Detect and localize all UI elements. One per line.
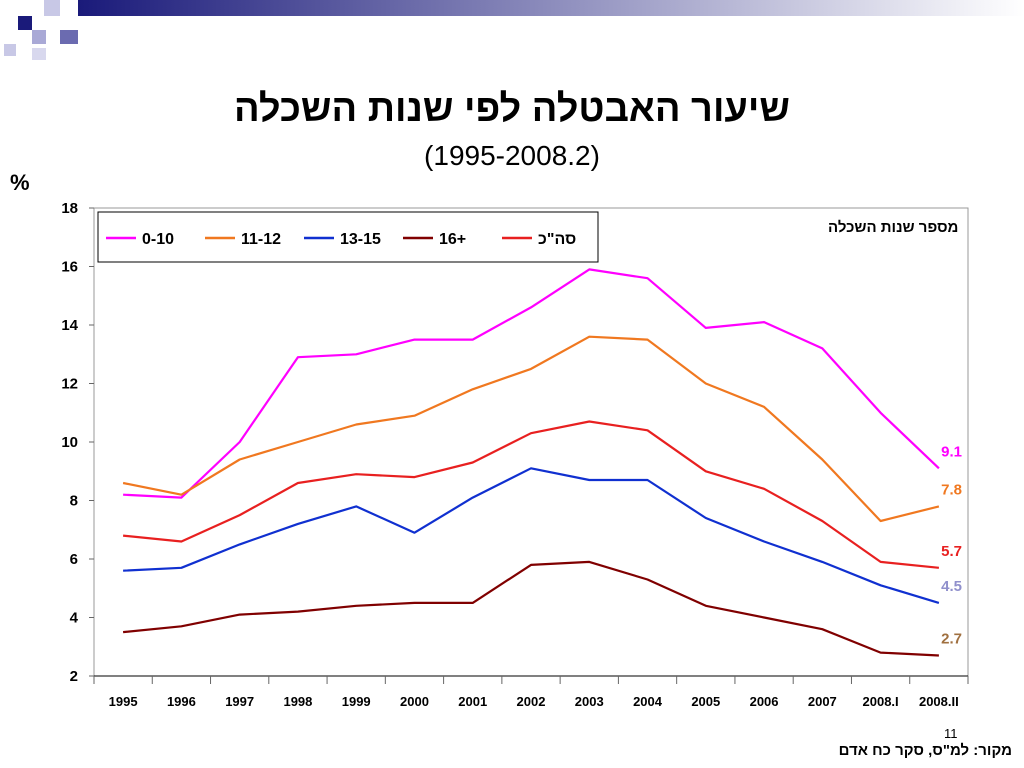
legend-label: 11-12 (241, 231, 281, 248)
y-tick-label: 4 (70, 610, 79, 627)
x-tick-label: 2008.I (863, 694, 899, 709)
y-tick-label: 2 (70, 668, 78, 685)
x-tick-label: 2001 (458, 694, 487, 709)
top-gradient-bar (78, 0, 1024, 16)
legend-label: 13-15 (340, 231, 381, 248)
decor-square-mid (60, 30, 78, 44)
series-line (123, 467, 940, 604)
y-tick-label: 8 (70, 493, 78, 510)
y-tick-label: 6 (70, 551, 78, 568)
page-number: 11 (944, 726, 958, 741)
legend-label: 16+ (439, 231, 466, 248)
series-end-label: 9.1 (941, 443, 962, 460)
y-tick-label: 12 (61, 376, 78, 393)
x-tick-label: 1997 (225, 694, 254, 709)
legend-title: מספר שנות השכלה (828, 219, 958, 236)
x-tick-label: 2005 (691, 694, 720, 709)
decor-square-dark (18, 16, 32, 30)
series-line (123, 268, 940, 499)
series-end-label: 5.7 (941, 543, 962, 560)
legend-label: 0-10 (142, 231, 174, 248)
source-note: מקור: למ"ס, סקר כח אדם (838, 742, 1012, 759)
y-tick-label: 14 (61, 317, 78, 334)
series-end-label: 2.7 (941, 631, 962, 648)
decor-square-light (44, 0, 60, 16)
legend-label: סה"כ (538, 231, 576, 248)
decor-square-pale (32, 48, 46, 60)
x-tick-label: 2000 (400, 694, 429, 709)
decor-square-light (32, 30, 46, 44)
x-tick-label: 1999 (342, 694, 371, 709)
series-line (122, 560, 939, 657)
x-tick-label: 2008.II (919, 694, 959, 709)
series-end-label: 4.5 (941, 578, 962, 595)
x-tick-label: 1998 (283, 694, 312, 709)
corner-decoration (4, 0, 78, 60)
x-tick-label: 2003 (575, 694, 604, 709)
y-axis-unit-label: % (10, 170, 30, 195)
series-line (122, 335, 940, 523)
page-title: שיעור האבטלה לפי שנות השכלה (234, 88, 790, 130)
x-tick-label: 2007 (808, 694, 837, 709)
x-tick-label: 2004 (633, 694, 663, 709)
x-tick-label: 1996 (167, 694, 196, 709)
y-tick-label: 10 (61, 434, 78, 451)
x-tick-label: 2002 (517, 694, 546, 709)
x-tick-label: 2006 (750, 694, 779, 709)
series-end-label: 7.8 (941, 481, 962, 498)
series-line (122, 420, 940, 569)
y-tick-label: 16 (61, 259, 78, 276)
plot-area (93, 207, 969, 677)
x-tick-label: 1995 (109, 694, 138, 709)
decor-square-light (4, 44, 16, 56)
y-tick-label: 18 (61, 200, 78, 217)
page-subtitle: (1995-2008.2) (424, 140, 600, 171)
